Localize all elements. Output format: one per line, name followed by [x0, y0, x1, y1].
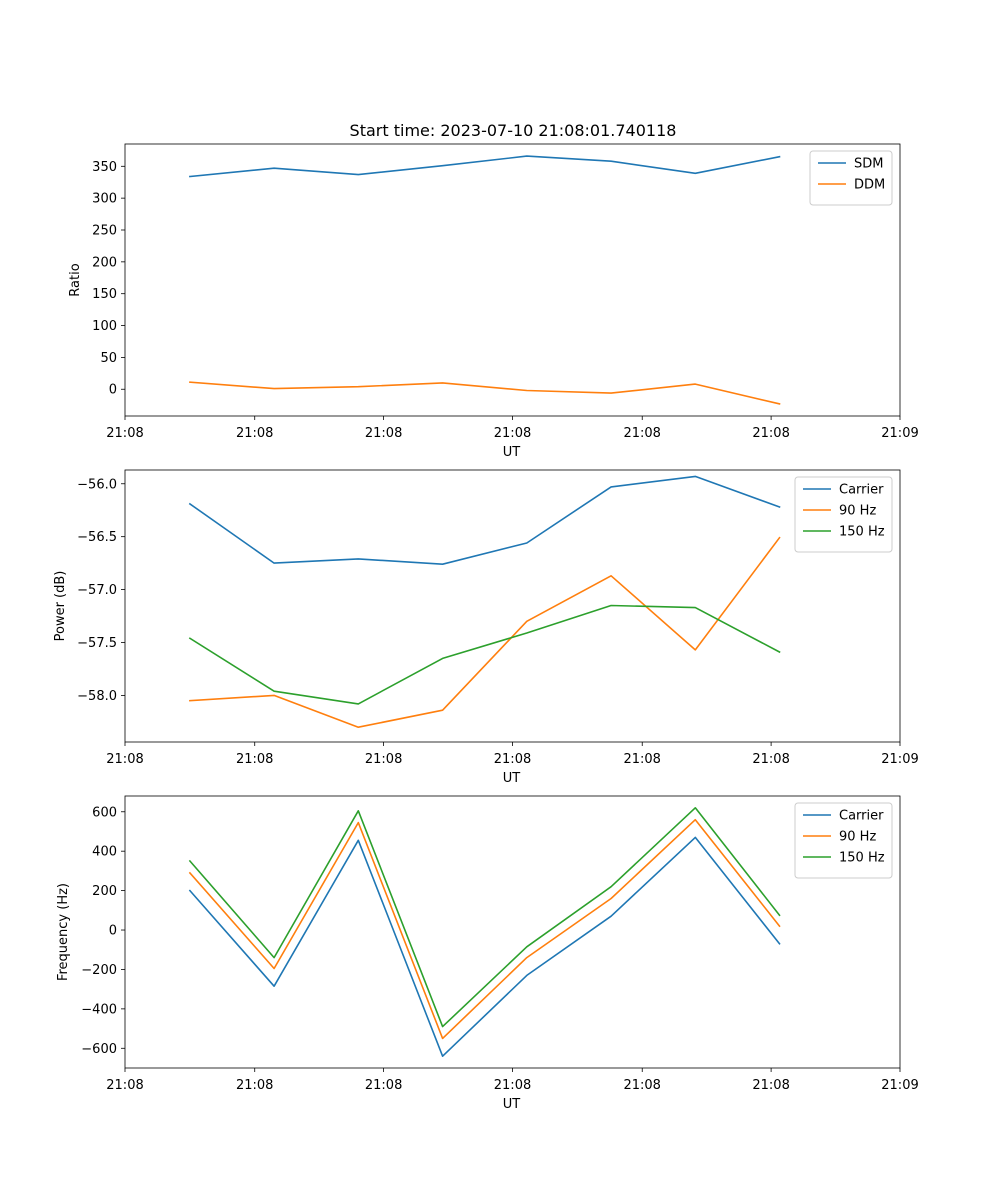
y-tick-label: 250 [92, 223, 117, 238]
figure-title: Start time: 2023-07-10 21:08:01.740118 [350, 121, 677, 140]
y-tick-label: −56.5 [77, 530, 117, 545]
x-tick-label: 21:09 [881, 426, 918, 441]
x-tick-label: 21:08 [236, 426, 273, 441]
y-axis-label: Ratio [68, 263, 83, 296]
y-tick-label: 200 [92, 884, 117, 899]
x-tick-label: 21:08 [494, 426, 531, 441]
legend-label: 150 Hz [839, 851, 885, 866]
x-tick-label: 21:08 [365, 426, 402, 441]
y-tick-label: 600 [92, 805, 117, 820]
y-tick-label: −57.5 [77, 636, 117, 651]
series-line-150-hz [188, 806, 781, 1028]
x-tick-label: 21:08 [106, 426, 143, 441]
x-tick-label: 21:08 [752, 426, 789, 441]
legend-label: 90 Hz [839, 504, 876, 519]
x-tick-label: 21:08 [752, 1078, 789, 1093]
series-line-carrier [188, 475, 781, 566]
x-tick-label: 21:08 [236, 1078, 273, 1093]
x-axis-label: UT [503, 771, 521, 786]
y-tick-label: −400 [81, 1002, 117, 1017]
ratio-panel: 0 50 100 150 200 250 300 350 21:08 21:08 21:08 21:0… [68, 143, 919, 460]
power-panel: −58.0 −57.5 −57.0 −56.5 −56.0 21:08 21:08 21:08… [53, 469, 919, 786]
y-tick-label: −200 [81, 963, 117, 978]
legend-label: Carrier [839, 809, 884, 824]
y-tick-label: 0 [109, 924, 117, 939]
legend: Carrier 90 Hz 150 Hz [794, 476, 893, 553]
y-tick-label: 100 [92, 319, 117, 334]
x-tick-label: 21:08 [623, 426, 660, 441]
x-tick-label: 21:08 [365, 1078, 402, 1093]
y-tick-label: 0 [109, 383, 117, 398]
legend-label: 150 Hz [839, 525, 885, 540]
series-line-ddm [189, 381, 781, 405]
legend-label: DDM [854, 178, 885, 193]
y-tick-label: 200 [92, 255, 117, 270]
y-tick-label: −600 [81, 1042, 117, 1057]
y-tick-label: 400 [92, 845, 117, 860]
series-line-90-hz [189, 536, 781, 729]
x-tick-label: 21:08 [106, 1078, 143, 1093]
y-tick-label: 350 [92, 160, 117, 175]
x-tick-label: 21:08 [365, 752, 402, 767]
x-tick-label: 21:08 [752, 752, 789, 767]
x-axis-label: UT [503, 445, 521, 460]
x-tick-label: 21:08 [236, 752, 273, 767]
y-tick-label: 300 [92, 192, 117, 207]
series-line-150-hz [188, 604, 781, 705]
x-tick-label: 21:08 [494, 1078, 531, 1093]
x-tick-label: 21:08 [494, 752, 531, 767]
x-axis-label: UT [503, 1097, 521, 1112]
x-tick-label: 21:08 [623, 752, 660, 767]
legend-box [794, 476, 893, 553]
series-line-90-hz [188, 818, 781, 1040]
y-tick-label: 150 [92, 287, 117, 302]
x-tick-label: 21:09 [881, 752, 918, 767]
series-line-carrier [188, 836, 781, 1057]
y-tick-label: 50 [100, 351, 117, 366]
legend-label: SDM [854, 157, 883, 172]
y-axis-label: Frequency (Hz) [56, 883, 71, 981]
x-tick-label: 21:09 [881, 1078, 918, 1093]
legend-box [809, 150, 893, 206]
legend-label: 90 Hz [839, 830, 876, 845]
x-tick-label: 21:08 [106, 752, 143, 767]
y-tick-label: −56.0 [77, 477, 117, 492]
legend-label: Carrier [839, 483, 884, 498]
legend: SDM DDM [809, 150, 893, 206]
y-axis-label: Power (dB) [53, 571, 68, 642]
x-tick-label: 21:08 [623, 1078, 660, 1093]
legend: Carrier 90 Hz 150 Hz [794, 802, 893, 879]
y-tick-label: −57.0 [77, 583, 117, 598]
series-line-sdm [189, 155, 781, 178]
y-tick-label: −58.0 [77, 689, 117, 704]
frequency-panel: −600 −400 −200 0 200 400 600 21:08 21:08 21:08 21:… [56, 795, 919, 1112]
legend-box [794, 802, 893, 879]
